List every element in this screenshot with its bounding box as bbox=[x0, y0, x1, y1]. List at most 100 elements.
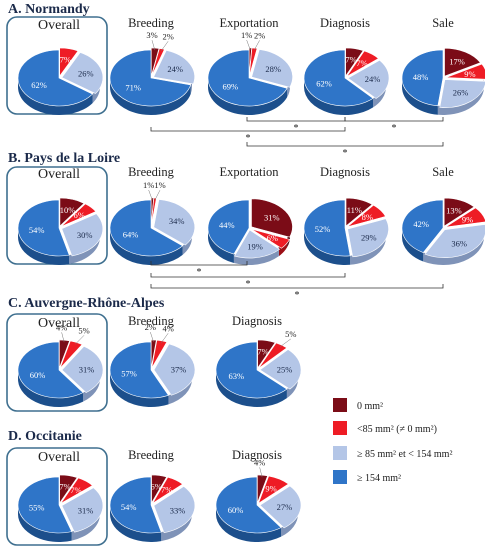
pie-slice-lt85 bbox=[59, 47, 79, 77]
pie-side-ge154 bbox=[402, 228, 424, 262]
pie-leader-0 bbox=[61, 332, 65, 343]
pie-label-lt85: 6% bbox=[73, 210, 84, 220]
pie-label-0: 17% bbox=[449, 57, 465, 67]
pie-breeding: 3% 2% 24% 71% bbox=[109, 30, 195, 115]
pie-breeding: 6%7% 33% 54% bbox=[109, 474, 196, 542]
pie-slice-85to154 bbox=[61, 52, 104, 94]
pie-slice-85to154 bbox=[153, 199, 196, 246]
pie-slice-lt85 bbox=[249, 47, 258, 76]
pie-side-85to154 bbox=[373, 78, 386, 108]
pie-title-1: Breeding bbox=[128, 448, 175, 462]
bracket-a-2 bbox=[344, 117, 444, 122]
pie-diagnosis: 11%8% 29% 52% bbox=[303, 197, 389, 265]
legend-swatch-lt85 bbox=[333, 421, 347, 435]
pie-slice-ge154 bbox=[401, 199, 444, 253]
pie-leader-0 bbox=[246, 39, 251, 51]
pie-label-lt85: 5% bbox=[285, 329, 296, 339]
pie-label-85to154: 36% bbox=[451, 238, 467, 248]
pie-slice-lt85 bbox=[60, 477, 93, 504]
pie-overall: 7% 26% 62% bbox=[17, 47, 104, 115]
legend-swatch-85to154 bbox=[333, 446, 347, 460]
pie-label-ge154: 55% bbox=[29, 502, 45, 512]
pie-title-1: Breeding bbox=[128, 165, 175, 179]
pie-label-ge154: 60% bbox=[30, 370, 46, 380]
pie-slice-0 bbox=[59, 474, 78, 504]
pie-label-ge154: 62% bbox=[31, 80, 47, 90]
pie-side-ge154 bbox=[216, 370, 287, 408]
pie-label-0: 31% bbox=[264, 212, 280, 222]
pie-slice-ge154 bbox=[17, 49, 94, 107]
legend-label-lt85: <85 mm² (≠ 0 mm²) bbox=[357, 424, 437, 435]
pie-slice-ge154 bbox=[109, 476, 162, 534]
bracket-b-2 bbox=[150, 273, 346, 278]
pie-label-0: 4% bbox=[56, 322, 67, 332]
pie-label-85to154: 34% bbox=[169, 216, 185, 226]
pie-side-ge154 bbox=[109, 505, 162, 542]
pie-label-85to154: 24% bbox=[365, 74, 381, 84]
pie-slice-ge154 bbox=[17, 341, 84, 399]
pie-label-lt85: 9% bbox=[464, 69, 475, 79]
pie-leader-lt85 bbox=[160, 41, 169, 52]
pie-slice-ge154 bbox=[215, 341, 288, 399]
pie-slice-85to154 bbox=[259, 349, 302, 390]
pie-label-85to154: 33% bbox=[170, 505, 186, 515]
pie-slice-ge154 bbox=[303, 199, 351, 257]
pie-label-lt85: 8% bbox=[362, 212, 373, 222]
pie-label-ge154: 48% bbox=[413, 72, 429, 82]
pie-slice-0 bbox=[345, 47, 364, 77]
legend-label-ge154: ≥ 154 mm² bbox=[357, 473, 401, 484]
panel-title: A. Normandy bbox=[8, 2, 90, 17]
pie-slice-lt85 bbox=[257, 475, 289, 504]
pie-slice-lt85 bbox=[346, 50, 379, 77]
pie-label-lt85: 1% bbox=[154, 180, 165, 190]
pie-leader-lt85 bbox=[154, 190, 161, 201]
pie-label-lt85: 9% bbox=[265, 484, 276, 494]
pie-label-lt85: 9% bbox=[462, 214, 473, 224]
pie-label-ge154: 69% bbox=[223, 82, 239, 92]
pie-label-lt85: 7% bbox=[356, 58, 367, 68]
pie-title-0: Overall bbox=[38, 450, 80, 465]
pie-label-lt85: 5% bbox=[78, 325, 89, 335]
pie-slice-85to154 bbox=[61, 213, 104, 257]
pie-label-0: 7% bbox=[59, 482, 70, 492]
pie-label-0: 4% bbox=[254, 457, 265, 467]
pie-slice-0 bbox=[345, 197, 373, 227]
pie-label-85to154: 26% bbox=[78, 68, 94, 78]
panel-1: B. Pays de la LoireOverall10%6%30%54%Bre… bbox=[6, 151, 485, 266]
pie-title-2: Diagnosis bbox=[232, 448, 282, 462]
bracket-b-3-star: * bbox=[295, 290, 300, 301]
pie-exportation: 31% 6% 19% 44% bbox=[207, 198, 293, 266]
pie-slice-lt85 bbox=[258, 342, 288, 369]
pie-slice-0 bbox=[257, 339, 276, 369]
bracket-a-3-star: * bbox=[246, 133, 251, 144]
bracket-b-1 bbox=[150, 261, 248, 266]
pie-side-ge154 bbox=[402, 78, 438, 115]
pie-label-lt85: 4% bbox=[163, 323, 174, 333]
legend-label-85to154: ≥ 85 mm² et < 154 mm² bbox=[357, 449, 452, 460]
pie-label-85to154: 19% bbox=[247, 241, 263, 251]
pie-label-ge154: 54% bbox=[29, 225, 45, 235]
pie-slice-0 bbox=[150, 47, 160, 76]
pie-label-lt85: 7% bbox=[60, 55, 71, 65]
pie-slice-lt85 bbox=[445, 207, 485, 228]
pie-slice-lt85 bbox=[152, 476, 184, 504]
pie-slice-lt85 bbox=[59, 340, 83, 369]
pie-title-0: Overall bbox=[38, 18, 80, 33]
pie-label-0: 2% bbox=[145, 322, 156, 332]
pie-label-lt85: 2% bbox=[254, 30, 265, 40]
pie-side-85to154 bbox=[83, 370, 100, 402]
bracket-a-3 bbox=[150, 127, 346, 132]
panel-title: B. Pays de la Loire bbox=[8, 151, 120, 166]
pie-slice-0 bbox=[150, 339, 157, 368]
pie-leader-0 bbox=[259, 467, 263, 478]
pie-diagnosis: 4% 9%27% 60% bbox=[215, 457, 302, 542]
pie-side-ge154 bbox=[18, 505, 72, 542]
pie-slice-ge154 bbox=[215, 476, 282, 534]
pie-title-1: Breeding bbox=[128, 16, 175, 30]
pie-label-85to154: 27% bbox=[277, 502, 293, 512]
pie-side-85to154 bbox=[287, 78, 290, 98]
pie-label-85to154: 37% bbox=[171, 364, 187, 374]
pie-slice-0 bbox=[257, 474, 268, 504]
